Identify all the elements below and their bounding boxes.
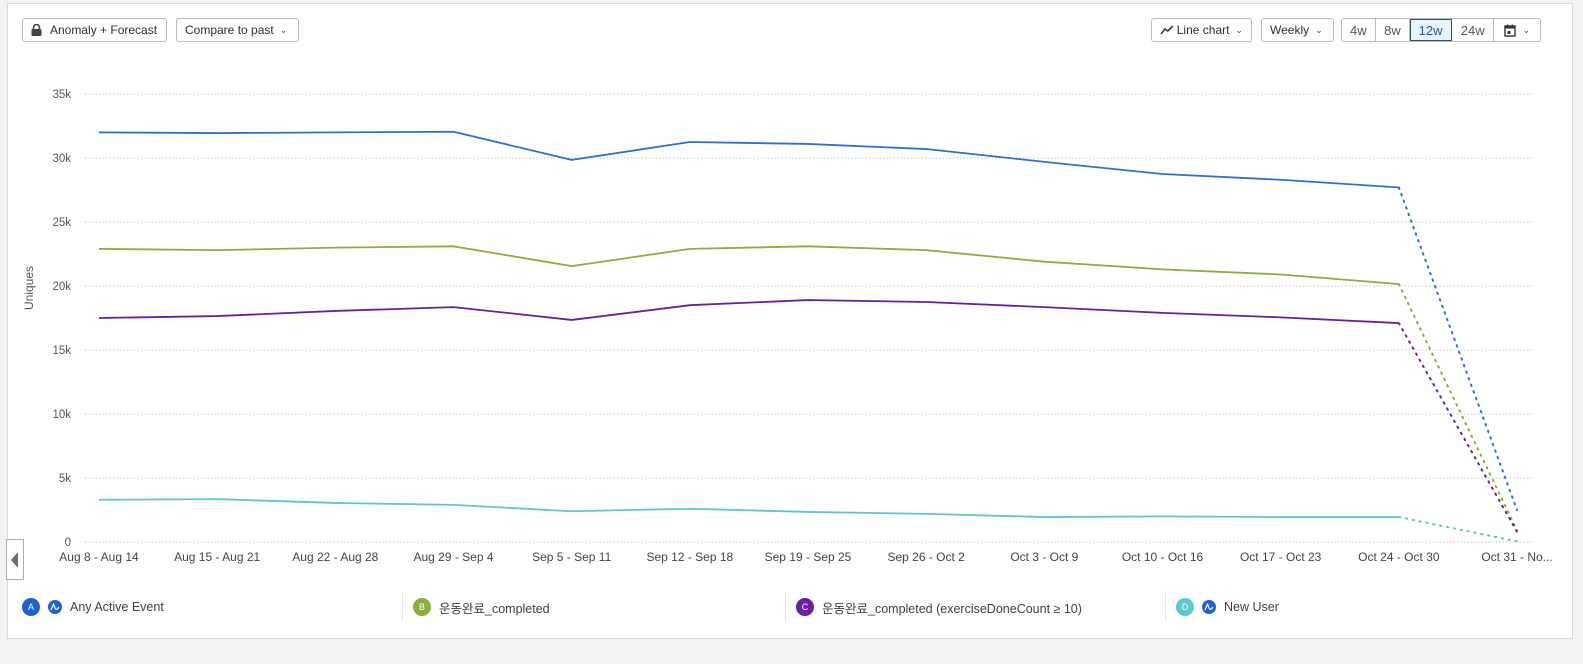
amplitude-icon [48,600,62,614]
y-tick-label: 30k [52,153,71,165]
line-chart: 0 5k 10k 15k 20k 25k 30k 35k Aug 8 - Aug 14 Aug 1… [52,89,1552,564]
x-tick-label: Aug 22 - Aug 28 [292,550,378,564]
x-tick-label: Sep 26 - Oct 2 [887,550,965,564]
forecast-line-b [1397,283,1518,532]
chevron-down-icon: ⌄ [1522,24,1530,35]
date-picker-button[interactable]: ⌄ [1494,19,1540,41]
legend-label: Any Active Event [70,600,164,614]
x-tick-label: Aug 8 - Aug 14 [59,550,139,564]
x-tick-label: Aug 29 - Sep 4 [413,550,493,564]
anomaly-forecast-label: Anomaly + Forecast [50,23,158,37]
chevron-down-icon: ⌄ [1235,24,1243,35]
line-chart-icon [1160,25,1174,35]
series-badge-b: B [413,598,431,616]
range-4w[interactable]: 4w [1342,19,1376,41]
x-tick-label: Oct 24 - Oct 30 [1358,550,1440,564]
legend-item-a[interactable]: A Any Active Event [18,592,402,622]
range-8w[interactable]: 8w [1376,19,1411,41]
compare-to-past-button[interactable]: Compare to past ⌄ [176,18,299,42]
series-badge-c: C [796,598,814,616]
forecast-line-d [1397,516,1518,543]
series-line-a [98,130,1399,189]
chart-panel [7,3,1573,639]
series-line-b [98,245,1399,285]
compare-label: Compare to past [185,23,274,37]
series-line-d [98,498,1399,518]
y-tick-label: 0 [65,537,71,549]
anomaly-forecast-button[interactable]: Anomaly + Forecast [22,18,167,42]
scroll-left-button[interactable] [6,539,24,580]
legend: A Any Active Event B 운동완료_completed C 운동… [18,592,1558,622]
legend-label: 운동완료_completed (exerciseDoneCount ≥ 10) [822,601,1082,616]
chart-type-label: Line chart [1176,23,1230,37]
series-badge-a: A [22,598,40,616]
legend-label: 운동완료_completed [439,601,550,616]
lock-icon [31,24,42,36]
caret-left-icon [11,551,18,568]
y-tick-label: 15k [52,345,71,357]
legend-label: New User [1224,600,1279,614]
range-24w[interactable]: 24w [1452,19,1495,41]
forecast-line-c [1397,322,1518,533]
chevron-down-icon: ⌄ [279,24,288,35]
x-tick-label: Oct 17 - Oct 23 [1240,550,1322,564]
chevron-down-icon: ⌄ [1315,24,1323,35]
legend-item-d[interactable]: D New User [1165,592,1545,622]
x-tick-label: Oct 3 - Oct 9 [1010,550,1078,564]
y-tick-label: 5k [59,473,71,485]
y-tick-label: 20k [52,281,71,293]
legend-item-b[interactable]: B 운동완료_completed [402,592,785,622]
x-tick-label: Sep 5 - Sep 11 [532,550,611,564]
calendar-icon [1504,24,1517,37]
series-badge-d: D [1176,598,1194,616]
y-tick-label: 35k [52,89,71,101]
x-tick-label: Sep 19 - Sep 25 [765,550,852,564]
interval-dropdown[interactable]: Weekly ⌄ [1261,18,1334,42]
interval-label: Weekly [1270,23,1310,37]
range-selector: 4w 8w 12w 24w ⌄ [1341,18,1541,42]
y-tick-label: 25k [52,217,71,229]
chart-type-dropdown[interactable]: Line chart ⌄ [1151,18,1252,42]
forecast-line-a [1397,186,1518,511]
x-tick-label: Aug 15 - Aug 21 [174,550,260,564]
range-12w[interactable]: 12w [1410,19,1452,41]
y-tick-label: 10k [52,409,71,421]
amplitude-icon [1202,600,1216,614]
legend-item-c[interactable]: C 운동완료_completed (exerciseDoneCount ≥ 10… [785,592,1165,622]
series-line-c [98,299,1399,325]
x-tick-label: Oct 10 - Oct 16 [1122,550,1204,564]
x-tick-label: Oct 31 - No... [1481,550,1552,564]
x-tick-label: Sep 12 - Sep 18 [646,550,733,564]
